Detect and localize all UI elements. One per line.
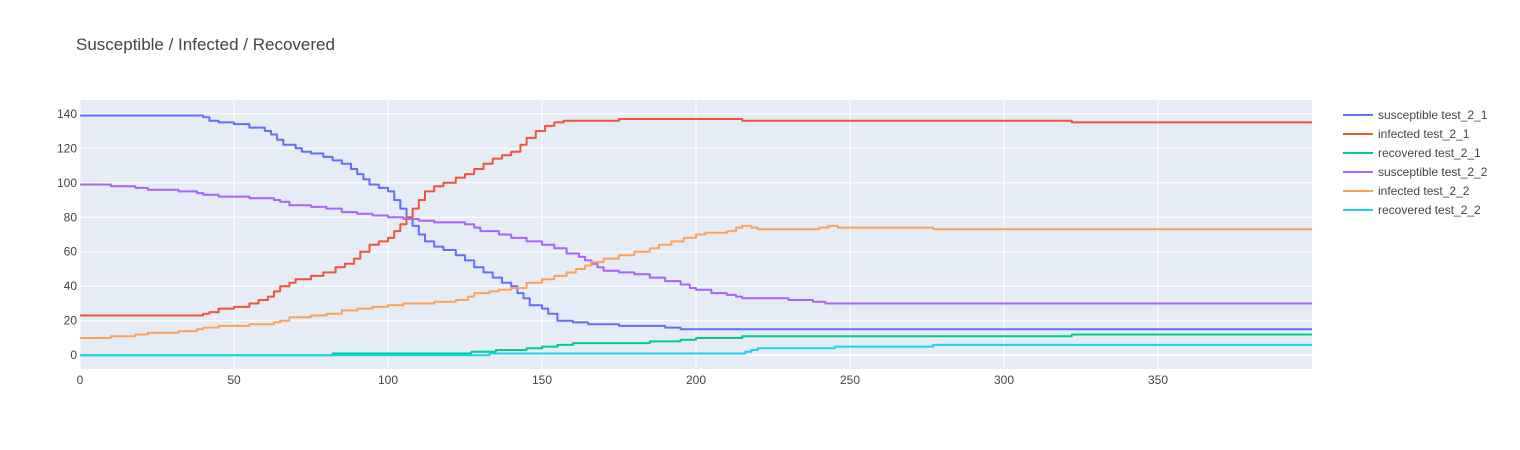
x-tick-label: 200 [686,373,706,387]
legend[interactable]: susceptible test_2_1 infected test_2_1rec… [1343,108,1488,217]
y-tick-label: 100 [57,176,77,190]
x-tick-label: 50 [227,373,241,387]
y-tick-label: 20 [64,314,78,328]
legend-label: infected test_2_1 [1378,127,1470,141]
series-line-recovered-test-2-1 [80,333,1312,357]
series-line-susceptible-test-2-1 [80,114,1312,331]
x-tick-label: 300 [994,373,1014,387]
series-line-infected-test-2-2 [80,224,1312,339]
legend-label: recovered test_2_2 [1378,203,1481,217]
y-tick-label: 140 [57,107,77,121]
legend-item-susceptible-test-2-1[interactable]: susceptible test_2_1 [1343,108,1488,122]
legend-item-infected-test-2-1[interactable]: infected test_2_1 [1343,127,1470,141]
y-tick-label: 120 [57,141,77,155]
legend-label: susceptible test_2_2 [1378,165,1488,179]
legend-label: infected test_2_2 [1378,184,1470,198]
y-tick-label: 40 [64,279,78,293]
x-tick-label: 150 [532,373,552,387]
x-tick-label: 100 [378,373,398,387]
series-line-infected-test-2-1 [80,118,1312,317]
y-tick-label: 60 [64,245,78,259]
series-line-recovered-test-2-2 [80,343,1312,357]
y-axis-ticks: 0 20 40 60 80 100 120 140 [57,107,77,362]
chart-title: Susceptible / Infected / Recovered [76,35,335,54]
x-tick-label: 250 [840,373,860,387]
x-tick-label: 350 [1148,373,1168,387]
y-tick-label: 80 [64,210,78,224]
y-tick-label: 0 [70,348,77,362]
series-line-susceptible-test-2-2 [80,183,1312,305]
legend-item-susceptible-test-2-2[interactable]: susceptible test_2_2 [1343,165,1488,179]
legend-item-infected-test-2-2[interactable]: infected test_2_2 [1343,184,1470,198]
legend-label: recovered test_2_1 [1378,146,1481,160]
legend-label: susceptible test_2_1 [1378,108,1488,122]
legend-item-recovered-test-2-1[interactable]: recovered test_2_1 [1343,146,1481,160]
legend-item-recovered-test-2-2[interactable]: recovered test_2_2 [1343,203,1481,217]
series-lines [80,114,1312,357]
x-axis-ticks: 0 50 100 150 200 250 300 350 [77,373,1169,387]
x-tick-label: 0 [77,373,84,387]
